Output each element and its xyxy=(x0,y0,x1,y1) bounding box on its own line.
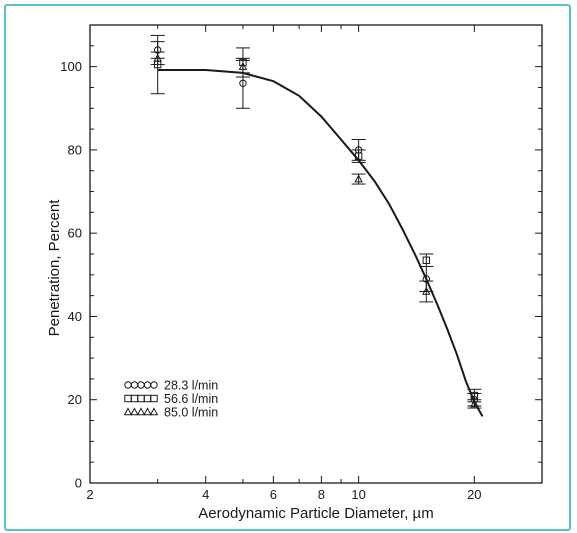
y-tick-label: 20 xyxy=(68,392,82,407)
y-tick-label: 0 xyxy=(75,476,82,491)
legend-label: 28.3 l/min xyxy=(164,379,218,393)
x-tick-label: 6 xyxy=(270,487,277,502)
legend-marker-square xyxy=(150,394,158,403)
y-tick-label: 100 xyxy=(60,59,82,74)
figure-frame xyxy=(4,4,571,531)
data-point-square xyxy=(354,152,363,160)
y-tick-label: 60 xyxy=(68,226,82,241)
legend-marker-circle xyxy=(150,381,158,389)
legend-marker-square xyxy=(124,394,132,403)
data-point-square xyxy=(422,256,431,264)
y-tick-label: 40 xyxy=(68,309,82,324)
data-point-triangle xyxy=(153,53,162,62)
data-point-circle xyxy=(239,79,247,87)
legend-marker-square xyxy=(143,394,152,403)
x-tick-label: 10 xyxy=(351,487,365,502)
legend-marker-square xyxy=(130,394,139,403)
data-points-layer xyxy=(150,34,482,409)
legend-marker-triangle xyxy=(143,407,152,416)
legend-label: 85.0 l/min xyxy=(164,406,218,420)
legend-marker-triangle xyxy=(123,407,133,416)
x-tick-label: 8 xyxy=(318,487,325,502)
legend-marker-circle xyxy=(130,381,139,389)
data-point-triangle xyxy=(238,61,248,70)
x-tick-label: 4 xyxy=(202,487,209,502)
x-axis-title: Aerodynamic Particle Diameter, µm xyxy=(198,505,433,522)
data-point-triangle xyxy=(470,399,479,408)
axes: 0 20 40 60 80 100 2 4 6 8 10 20 xyxy=(60,24,543,502)
y-axis-title: Penetration, Percent xyxy=(46,199,63,337)
data-point-triangle xyxy=(422,286,431,295)
legend-marker-circle xyxy=(143,381,152,389)
fit-curve-layer xyxy=(157,69,484,417)
data-point-triangle xyxy=(354,174,363,183)
data-point-square xyxy=(470,391,479,400)
legend-marker-square xyxy=(137,394,145,403)
x-tick-label: 20 xyxy=(467,487,481,502)
legend-marker-triangle xyxy=(136,407,146,416)
legend-marker-circle xyxy=(137,381,145,389)
y-tick-label: 80 xyxy=(68,142,82,157)
legend-marker-triangle xyxy=(149,407,159,416)
fit-curve xyxy=(157,69,484,417)
x-tick-label: 2 xyxy=(86,487,93,502)
legend-marker-circle xyxy=(124,381,132,389)
legend-marker-triangle xyxy=(130,407,139,416)
legend-label: 56.6 l/min xyxy=(164,392,218,406)
